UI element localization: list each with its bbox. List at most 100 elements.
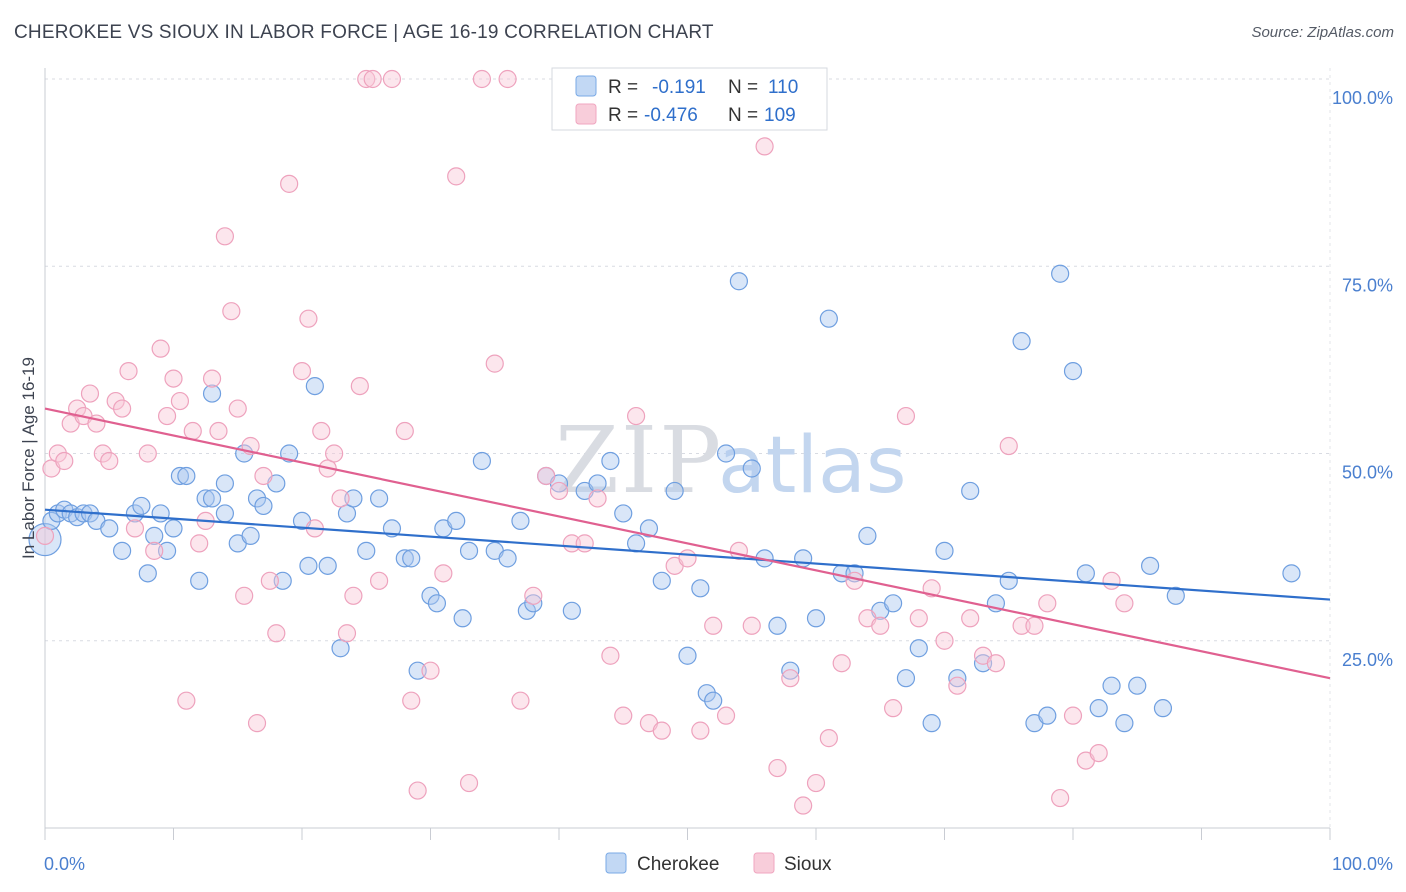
cherokee-point-17 — [164, 519, 183, 538]
cherokee-point-81 — [806, 609, 826, 628]
y-tick-labels: 100.0% 75.0% 50.0% 25.0% — [1332, 88, 1393, 670]
sioux-point-17 — [151, 339, 170, 358]
cherokee-point-50 — [447, 511, 466, 531]
sioux-point-83 — [794, 796, 813, 815]
cherokee-point-35 — [299, 556, 318, 575]
sioux-point-53 — [408, 781, 427, 800]
cherokee-point-92 — [948, 669, 967, 688]
cherokee-point-101 — [1063, 362, 1083, 381]
sioux-point-43 — [331, 489, 350, 508]
sioux-point-84 — [806, 773, 826, 793]
cherokee-point-109 — [1166, 586, 1185, 605]
sioux-point-19 — [164, 369, 183, 388]
sioux-point-22 — [183, 421, 202, 441]
sioux-point-2 — [48, 444, 67, 463]
cherokee-point-55 — [498, 549, 517, 568]
sioux-point-35 — [267, 624, 286, 643]
sioux-point-55 — [434, 564, 453, 583]
sioux-point-103 — [1051, 788, 1070, 808]
cherokee-point-32 — [273, 571, 292, 590]
cherokee-point-105 — [1115, 714, 1134, 733]
sioux-point-100 — [1012, 616, 1031, 635]
cherokee-point-69 — [665, 481, 684, 501]
legend-n-value-cherokee: 110 — [768, 77, 798, 98]
sioux-point-44 — [337, 624, 357, 643]
legend-swatch-cherokee — [575, 75, 597, 97]
sioux-point-38 — [299, 309, 318, 328]
cherokee-point-89 — [909, 639, 928, 658]
sioux-point-94 — [935, 631, 954, 650]
sioux-point-77 — [716, 706, 736, 725]
sioux-point-25 — [202, 369, 222, 388]
sioux-point-63 — [537, 466, 556, 486]
cherokee-point-42 — [370, 489, 389, 508]
sioux-point-56 — [447, 167, 466, 186]
cherokee-point-96 — [999, 571, 1018, 590]
sioux-point-68 — [601, 646, 620, 665]
cherokee-point-41 — [357, 541, 376, 560]
sioux-point-86 — [832, 654, 851, 673]
cherokee-point-102 — [1076, 564, 1095, 583]
cherokee-point-12 — [132, 496, 151, 516]
cherokee-point-19 — [177, 466, 196, 486]
cherokee-point-53 — [472, 451, 491, 471]
chart-title: CHEROKEE VS SIOUX IN LABOR FORCE | AGE 1… — [14, 22, 714, 43]
cherokee-point-22 — [202, 489, 222, 508]
cherokee-point-14 — [145, 526, 164, 545]
trend-line-sioux — [44, 407, 1331, 680]
cherokee-point-104 — [1102, 676, 1121, 695]
cherokee-point-30 — [254, 496, 273, 516]
trend-lines — [44, 407, 1331, 680]
sioux-point-15 — [138, 444, 157, 463]
sioux-point-96 — [961, 609, 980, 628]
cherokee-point-72 — [697, 684, 716, 703]
cherokee-point-1 — [42, 511, 61, 531]
sioux-point-89 — [871, 616, 890, 635]
cherokee-point-36 — [305, 376, 324, 396]
cherokee-point-56 — [511, 511, 530, 531]
sioux-point-104 — [1063, 706, 1083, 725]
sioux-point-62 — [524, 586, 543, 605]
sioux-point-87 — [845, 571, 864, 590]
sioux-point-3 — [55, 451, 74, 471]
cherokee-point-85 — [858, 526, 877, 545]
bottom-legend-cherokee: Cherokee — [637, 854, 719, 875]
sioux-point-64 — [549, 481, 569, 501]
cherokee-point-110 — [1282, 564, 1301, 583]
cherokee-point-80 — [794, 549, 813, 568]
sioux-point-12 — [112, 399, 132, 418]
legend-r-label-cherokee: R = — [608, 77, 638, 98]
sioux-point-108 — [1115, 594, 1134, 613]
cherokee-point-106 — [1128, 676, 1147, 695]
cherokee-point-16 — [157, 541, 177, 560]
sioux-point-33 — [254, 466, 273, 486]
sioux-point-46 — [350, 376, 369, 396]
sioux-point-70 — [626, 406, 646, 426]
cherokee-point-70 — [678, 646, 697, 665]
sioux-point-45 — [344, 586, 363, 605]
sioux-point-74 — [678, 549, 697, 568]
sioux-point-107 — [1102, 571, 1121, 590]
cherokee-point-51 — [453, 609, 472, 628]
sioux-point-7 — [80, 384, 100, 403]
sioux-point-98 — [986, 654, 1006, 673]
sioux-point-102 — [1038, 594, 1057, 613]
trend-line-cherokee — [44, 508, 1331, 601]
legend-swatch-sioux — [575, 103, 597, 125]
chart-source: Source: ZipAtlas.com — [1251, 24, 1394, 41]
sioux-point-54 — [421, 661, 440, 680]
sioux-point-18 — [157, 406, 177, 426]
legend-r-value-cherokee: -0.191 — [652, 77, 706, 98]
sioux-point-16 — [145, 541, 164, 560]
sioux-point-101 — [1025, 616, 1044, 635]
y-tick-label-75: 75.0% — [1342, 275, 1393, 295]
sioux-point-80 — [755, 137, 774, 156]
legend-r-value-sioux: -0.476 — [644, 105, 698, 126]
cherokee-point-82 — [819, 309, 838, 328]
sioux-point-32 — [247, 714, 267, 733]
sioux-point-93 — [922, 579, 941, 598]
sioux-point-92 — [909, 609, 928, 628]
cherokee-point-44 — [395, 549, 414, 568]
sioux-point-51 — [395, 421, 414, 441]
